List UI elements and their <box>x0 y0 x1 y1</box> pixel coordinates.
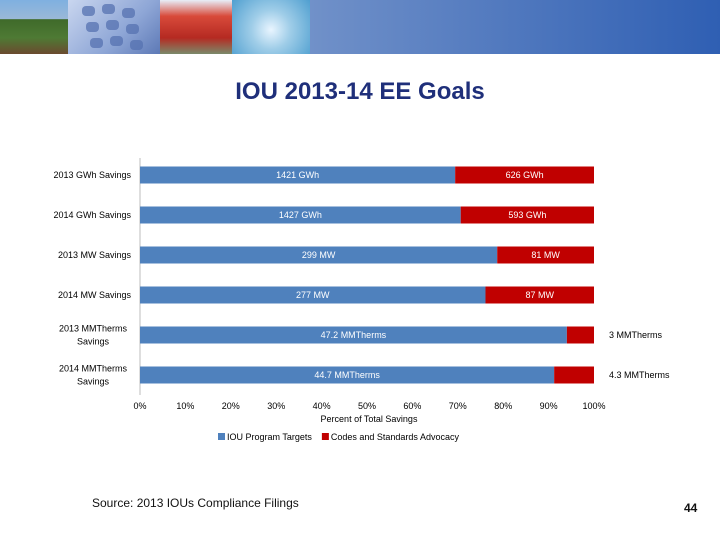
slide-title: IOU 2013-14 EE Goals <box>235 78 485 105</box>
data-label: 4.3 MMTherms <box>609 370 670 380</box>
category-label-line: 2014 GWh Savings <box>53 210 131 220</box>
source-note: Source: 2013 IOUs Compliance Filings <box>92 496 299 510</box>
x-tick-label: 20% <box>222 401 240 411</box>
bar-segment-codes-standards <box>497 246 594 264</box>
train-photo <box>160 0 232 54</box>
category-label: 2013 MW Savings <box>58 250 132 260</box>
x-axis-title: Percent of Total Savings <box>321 414 418 424</box>
category-label: 2014 MW Savings <box>58 290 132 300</box>
category-label: 2013 GWh Savings <box>53 170 131 180</box>
bar-segment-iou-program-targets <box>140 366 555 384</box>
category-label: 2013 MMTherms Savings <box>59 324 128 347</box>
x-tick-label: 50% <box>358 401 376 411</box>
bar-segment-iou-program-targets <box>140 246 498 264</box>
legend-swatch <box>218 433 225 440</box>
category-label-line: Savings <box>77 377 110 387</box>
legend-swatch <box>321 433 329 440</box>
bar-segment-iou-program-targets <box>140 206 461 224</box>
header-banner <box>0 0 720 54</box>
category-label: 2014 MMTherms Savings <box>59 364 128 387</box>
data-label: 1427 GWh <box>279 210 322 220</box>
bar-segment-codes-standards <box>460 206 594 224</box>
data-label: 1421 GWh <box>276 170 319 180</box>
data-label: 87 MW <box>525 290 554 300</box>
x-tick-label: 40% <box>313 401 331 411</box>
bar-segment-codes-standards <box>566 326 594 344</box>
category-label-line: Savings <box>77 337 110 347</box>
data-label: 299 MW <box>302 250 336 260</box>
page-number: 44 <box>684 501 698 515</box>
category-label-line: 2014 MMTherms <box>59 364 128 374</box>
data-label: 626 GWh <box>506 170 544 180</box>
x-tick-label: 10% <box>176 401 194 411</box>
data-label: 81 MW <box>531 250 560 260</box>
telephone-keypad-photo <box>68 0 160 54</box>
bar-segment-codes-standards <box>554 366 594 384</box>
data-label: 593 GWh <box>508 210 546 220</box>
x-tick-label: 0% <box>133 401 146 411</box>
category-label-line: 2013 GWh Savings <box>53 170 131 180</box>
bar-segment-iou-program-targets <box>140 286 486 304</box>
x-tick-label: 60% <box>403 401 421 411</box>
data-label: 3 MMTherms <box>609 330 663 340</box>
x-tick-label: 70% <box>449 401 467 411</box>
x-tick-label: 100% <box>582 401 605 411</box>
data-label: 277 MW <box>296 290 330 300</box>
bar-segment-codes-standards <box>485 286 594 304</box>
water-drop-photo <box>232 0 310 54</box>
bar-segment-iou-program-targets <box>140 326 567 344</box>
category-label-line: 2013 MMTherms <box>59 324 128 334</box>
bar-segment-iou-program-targets <box>140 166 456 184</box>
bar-segment-codes-standards <box>455 166 594 184</box>
x-tick-label: 30% <box>267 401 285 411</box>
category-label: 2014 GWh Savings <box>53 210 131 220</box>
category-label-line: 2013 MW Savings <box>58 250 132 260</box>
house-solar-photo <box>0 0 68 54</box>
legend-label: Codes and Standards Advocacy <box>331 432 460 442</box>
x-tick-label: 90% <box>540 401 558 411</box>
x-tick-label: 80% <box>494 401 512 411</box>
data-label: 47.2 MMTherms <box>321 330 387 340</box>
data-label: 44.7 MMTherms <box>314 370 380 380</box>
category-label-line: 2014 MW Savings <box>58 290 132 300</box>
legend-label: IOU Program Targets <box>227 432 312 442</box>
